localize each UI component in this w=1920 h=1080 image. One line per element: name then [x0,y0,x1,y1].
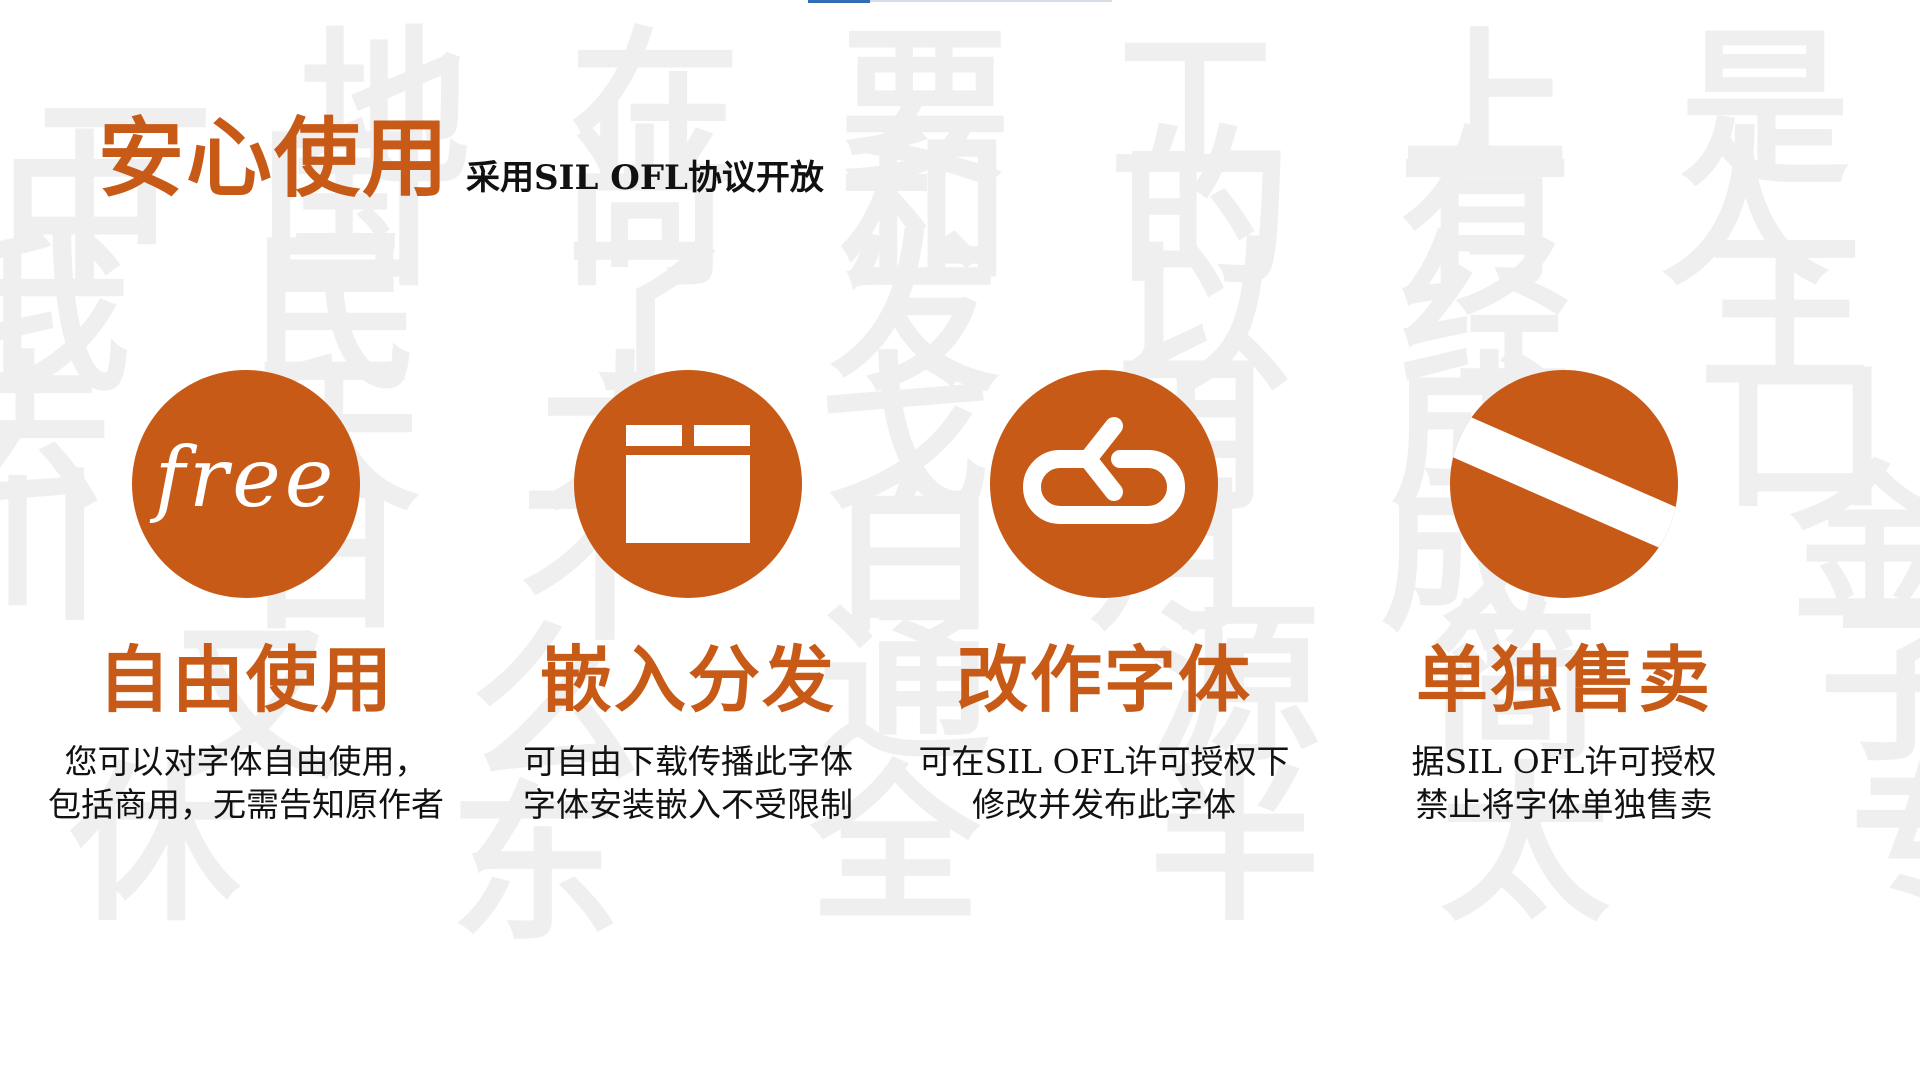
free-text-icon: free [132,370,360,598]
feature-title: 嵌入分发 [539,637,836,722]
free-icon-text: free [149,431,338,526]
feature-title: 单独售卖 [1415,637,1712,722]
page-subtitle: 采用SIL OFL协议开放 [466,158,824,198]
feature-description-line: 您可以对字体自由使用， [64,742,428,781]
feature-description: 据SIL OFL许可授权 禁止将字体单独售卖 [1334,740,1794,826]
feature-description-line: 可自由下载传播此字体 [523,742,853,781]
feature-description-line: 据SIL OFL许可授权 [1411,742,1717,781]
feature-description-line: 包括商用，无需告知原作者 [48,785,444,824]
feature-modify-font: 改作字体 可在SIL OFL许可授权下 修改并发布此字体 [874,370,1334,826]
prohibited-icon [1450,370,1678,598]
feature-description-line: 可在SIL OFL许可授权下 [918,742,1290,781]
feature-free-use: free 自由使用 您可以对字体自由使用， 包括商用，无需告知原作者 [16,370,476,826]
loop-arrow-icon [990,370,1218,598]
feature-description: 可自由下载传播此字体 字体安装嵌入不受限制 [458,740,918,826]
feature-title: 自由使用 [97,637,394,722]
page-title: 安心使用 [98,108,450,209]
box-icon [574,370,802,598]
feature-description: 可在SIL OFL许可授权下 修改并发布此字体 [874,740,1334,826]
top-divider [808,0,1112,2]
feature-description: 您可以对字体自由使用， 包括商用，无需告知原作者 [16,740,476,826]
top-accent-bar [808,0,870,3]
feature-description-line: 禁止将字体单独售卖 [1415,785,1713,824]
feature-no-standalone-sale: 单独售卖 据SIL OFL许可授权 禁止将字体单独售卖 [1334,370,1794,826]
feature-description-line: 修改并发布此字体 [972,785,1236,824]
feature-title: 改作字体 [955,637,1252,722]
feature-embed-distribute: 嵌入分发 可自由下载传播此字体 字体安装嵌入不受限制 [458,370,918,826]
feature-description-line: 字体安装嵌入不受限制 [523,785,853,824]
